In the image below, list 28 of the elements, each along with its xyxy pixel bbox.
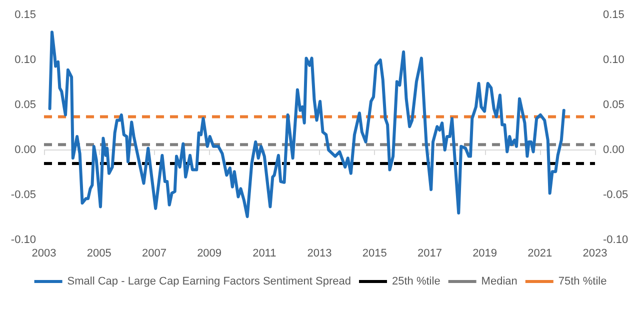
x-tick-label: 2023 — [582, 248, 608, 260]
x-tick-label: 2009 — [197, 248, 222, 260]
x-tick-label: 2003 — [32, 248, 56, 260]
legend-label: Small Cap - Large Cap Earning Factors Sentiment Spread — [67, 276, 352, 288]
x-tick-label: 2005 — [86, 248, 112, 260]
x-tick-label: 2019 — [472, 248, 498, 260]
x-tick-label: 2017 — [417, 248, 442, 260]
y-tick-label: 0.00 — [14, 144, 36, 156]
y-tick-label: 0.15 — [14, 9, 36, 21]
y2-tick-label: 0.15 — [603, 9, 624, 21]
y-tick-label: -0.10 — [10, 234, 36, 246]
y2-tick-label: 0.00 — [603, 144, 624, 156]
y-tick-label: 0.05 — [14, 99, 36, 111]
x-tick-label: 2013 — [307, 248, 332, 260]
x-tick-label: 2007 — [142, 248, 166, 260]
x-tick-label: 2015 — [362, 248, 387, 260]
y-tick-label: -0.05 — [10, 189, 36, 201]
y-tick-label: 0.10 — [14, 54, 36, 66]
line-series — [48, 30, 566, 218]
y2-tick-label: -0.05 — [603, 189, 628, 201]
y2-tick-label: 0.05 — [603, 99, 624, 111]
y2-tick-label: -0.10 — [603, 234, 628, 246]
legend-label: 25th %tile — [392, 276, 440, 288]
y2-tick-label: 0.10 — [603, 54, 624, 66]
x-tick-label: 2021 — [528, 248, 552, 260]
x-tick-label: 2011 — [252, 248, 276, 260]
legend-label: Median — [481, 276, 518, 288]
legend-label: 75th %tile — [558, 276, 607, 288]
